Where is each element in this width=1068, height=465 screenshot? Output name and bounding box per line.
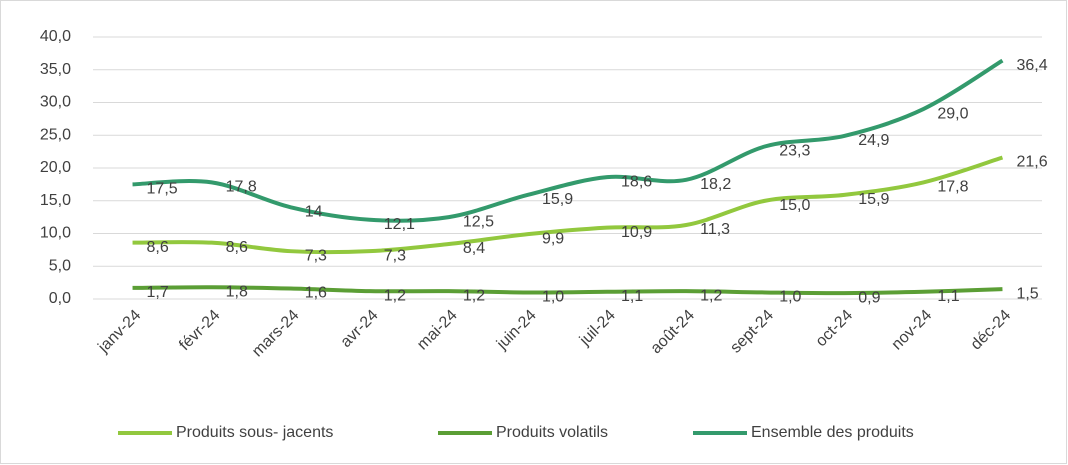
y-tick-label: 30,0 bbox=[40, 94, 71, 111]
data-label: 8,4 bbox=[463, 240, 485, 257]
data-label: 17,8 bbox=[226, 179, 257, 196]
data-label: 23,3 bbox=[779, 143, 810, 160]
data-label: 1,2 bbox=[384, 287, 406, 304]
series-line bbox=[132, 285, 1003, 296]
series-line bbox=[132, 58, 1004, 223]
y-tick-label: 20,0 bbox=[40, 159, 71, 176]
data-label: 1,8 bbox=[226, 283, 248, 300]
data-label: 7,3 bbox=[305, 247, 327, 264]
data-label: 36,4 bbox=[1016, 57, 1047, 74]
series-line bbox=[132, 155, 1004, 255]
y-tick-label: 15,0 bbox=[40, 192, 71, 209]
data-label: 24,9 bbox=[858, 132, 889, 149]
data-label: 1,2 bbox=[700, 287, 722, 304]
data-label: 1,7 bbox=[147, 284, 169, 301]
data-label: 15,9 bbox=[858, 191, 889, 208]
data-label: 10,9 bbox=[621, 224, 652, 241]
y-tick-label: 35,0 bbox=[40, 61, 71, 78]
y-tick-label: 25,0 bbox=[40, 126, 71, 143]
data-label: 1,0 bbox=[779, 289, 801, 306]
data-label: 0,9 bbox=[858, 289, 880, 306]
y-tick-label: 10,0 bbox=[40, 225, 71, 242]
data-label: 15,0 bbox=[779, 197, 810, 214]
data-label: 7,3 bbox=[384, 247, 406, 264]
data-label: 11,3 bbox=[700, 221, 730, 238]
data-label: 18,6 bbox=[621, 173, 652, 190]
y-tick-label: 40,0 bbox=[40, 28, 71, 45]
data-label: 8,6 bbox=[226, 239, 248, 256]
data-label: 1,2 bbox=[463, 287, 485, 304]
data-label: 18,2 bbox=[700, 176, 731, 193]
data-label: 14 bbox=[305, 204, 323, 221]
data-label: 21,6 bbox=[1016, 154, 1047, 171]
data-label: 1,1 bbox=[937, 288, 959, 305]
data-label: 29,0 bbox=[937, 105, 968, 122]
data-label: 1,1 bbox=[621, 288, 643, 305]
data-label: 8,6 bbox=[147, 239, 169, 256]
data-label: 12,1 bbox=[384, 216, 415, 233]
data-label: 1,0 bbox=[542, 289, 564, 306]
data-label: 1,6 bbox=[305, 285, 327, 302]
y-tick-label: 0,0 bbox=[49, 290, 71, 307]
legend-label: Produits volatils bbox=[496, 424, 608, 441]
y-tick-label: 5,0 bbox=[49, 257, 71, 274]
data-label: 12,5 bbox=[463, 213, 494, 230]
data-label: 9,9 bbox=[542, 230, 564, 247]
data-label: 17,5 bbox=[147, 181, 178, 198]
legend-label: Ensemble des produits bbox=[751, 424, 914, 441]
legend-label: Produits sous- jacents bbox=[176, 424, 333, 441]
data-label: 1,5 bbox=[1016, 285, 1038, 302]
data-label: 17,8 bbox=[937, 179, 968, 196]
data-label: 15,9 bbox=[542, 191, 573, 208]
